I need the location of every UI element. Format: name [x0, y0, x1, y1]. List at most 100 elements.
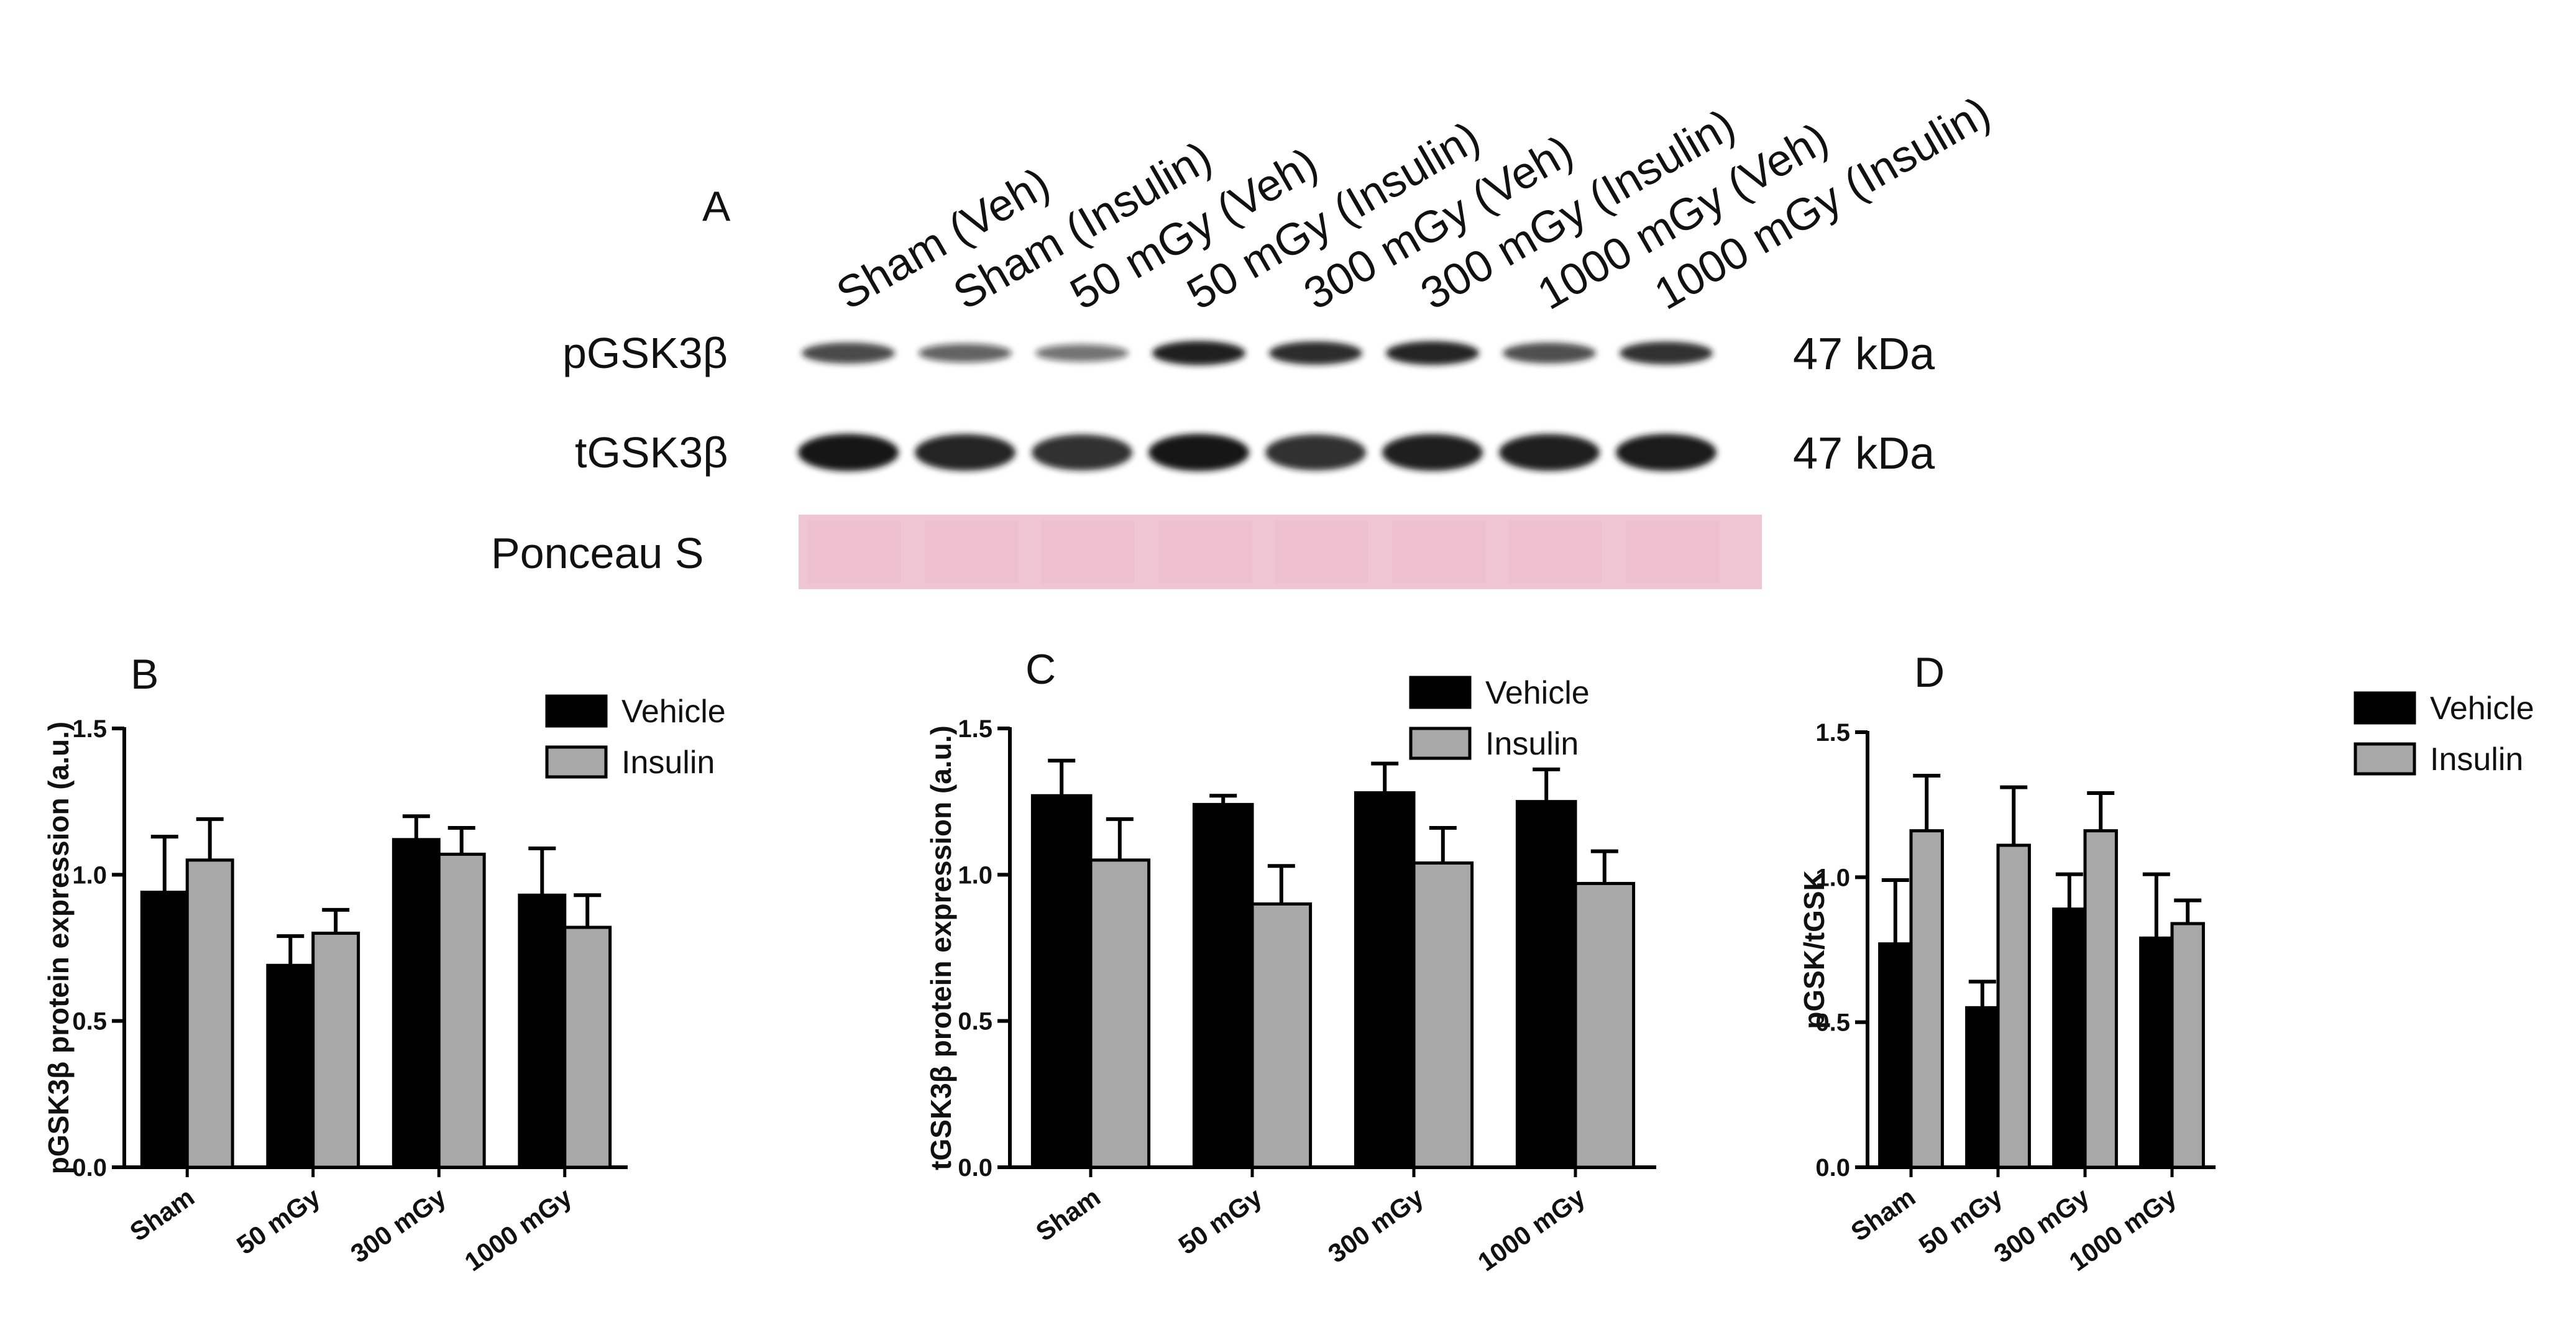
y-axis-title: tGSK3β protein expression (a.u.)	[925, 725, 957, 1170]
ponceau-lane-6	[1392, 521, 1485, 583]
x-tick-label-300-mgy: 300 mGy	[346, 1182, 452, 1269]
blot-rows: pGSK3β 47 kDa tGSK3β 47 kDa Ponceau S	[491, 329, 1935, 589]
y-tick-label: 1.0	[1815, 864, 1850, 891]
y-tick-label: 0.5	[72, 1008, 107, 1035]
ponceau-lane-1	[808, 521, 901, 583]
band-pgsk3-lane-5	[1269, 341, 1362, 365]
blot-row-label-tgsk3: tGSK3β	[575, 428, 728, 477]
x-tick-label-50-mgy: 50 mGy	[1173, 1182, 1268, 1260]
legend-label-insulin: Insulin	[621, 745, 715, 781]
legend: Vehicle Insulin	[2354, 691, 2534, 778]
band-pgsk3-lane-4	[1152, 341, 1245, 365]
band-tgsk3-lane-8	[1616, 434, 1717, 471]
ponceau-lane-4	[1158, 521, 1252, 583]
molecular-weight-label: 47 kDa	[1793, 329, 1935, 379]
legend-swatch-vehicle	[545, 694, 608, 728]
y-tick-label: 1.5	[958, 715, 992, 743]
bar-insulin-sham	[185, 858, 234, 1169]
legend: Vehicle Insulin	[1409, 675, 1590, 762]
x-tick-label-sham: Sham	[1846, 1182, 1921, 1247]
x-tick-label-1000-mgy: 1000 mGy	[459, 1182, 577, 1277]
western-blot-panel: A Sham (Veh)Sham (Insulin)50 mGy (Veh)50…	[491, 87, 1999, 589]
x-tick-label-sham: Sham	[1030, 1182, 1106, 1247]
band-tgsk3-lane-7	[1499, 434, 1600, 471]
panel-label-a: A	[702, 183, 731, 230]
bar-vehicle-1000-mgy	[518, 893, 567, 1169]
y-tick-label: 0.5	[958, 1008, 992, 1035]
bar-insulin-50-mgy	[311, 931, 360, 1169]
band-pgsk3-lane-8	[1620, 341, 1713, 365]
bar-insulin-1000-mgy	[2170, 922, 2205, 1169]
blot-row-label-ponceau-s: Ponceau S	[491, 529, 704, 577]
ponceau-membrane	[799, 515, 1762, 589]
bar-insulin-1000-mgy	[1574, 881, 1636, 1169]
bar-insulin-300-mgy	[2083, 829, 2118, 1169]
bar-insulin-300-mgy	[1412, 861, 1474, 1169]
band-tgsk3-lane-5	[1265, 434, 1366, 471]
y-tick-label: 1.0	[72, 861, 107, 889]
y-axis-title: pGSK/tGSK	[1798, 870, 1830, 1029]
lane-labels: Sham (Veh)Sham (Insulin)50 mGy (Veh)50 m…	[828, 87, 1999, 319]
band-pgsk3-lane-1	[802, 342, 895, 364]
bar-vehicle-300-mgy	[2052, 907, 2087, 1169]
bar-vehicle-50-mgy	[266, 963, 315, 1169]
band-tgsk3-lane-2	[915, 434, 1015, 471]
legend-swatch-vehicle	[1409, 676, 1472, 709]
ponceau-lane-5	[1275, 521, 1368, 583]
blot-bands-pgsk3	[802, 341, 1713, 365]
blot-row-label-pgsk3: pGSK3β	[562, 329, 728, 377]
legend-label-insulin: Insulin	[1485, 726, 1579, 762]
bar-vehicle-300-mgy	[392, 838, 441, 1169]
x-tick-label-sham: Sham	[124, 1182, 199, 1247]
ponceau-lane-8	[1626, 521, 1719, 583]
bar-insulin-50-mgy	[1250, 902, 1313, 1169]
y-axis-title: pGSK3β protein expression (a.u.)	[42, 722, 75, 1174]
band-tgsk3-lane-1	[798, 434, 899, 471]
band-pgsk3-lane-2	[919, 343, 1012, 363]
bar-vehicle-50-mgy	[1965, 1006, 2000, 1169]
bar-insulin-300-mgy	[437, 852, 486, 1169]
ponceau-lane-3	[1042, 521, 1135, 583]
legend-swatch-insulin	[545, 745, 608, 779]
x-tick-label-50-mgy: 50 mGy	[231, 1182, 326, 1260]
legend-swatch-insulin	[1409, 727, 1472, 760]
bar-insulin-sham	[1909, 829, 1944, 1169]
bar-vehicle-1000-mgy	[2139, 936, 2174, 1169]
y-tick-label: 0.0	[958, 1154, 992, 1182]
legend: Vehicle Insulin	[545, 694, 726, 781]
y-tick-label: 0.0	[1815, 1154, 1850, 1182]
ponceau-lane-2	[925, 521, 1018, 583]
bar-vehicle-300-mgy	[1354, 791, 1416, 1169]
panel-label-c: C	[1025, 646, 1056, 693]
bar-insulin-sham	[1089, 858, 1151, 1169]
bar-vehicle-sham	[1878, 942, 1913, 1169]
bar-vehicle-sham	[1030, 794, 1093, 1169]
legend-label-vehicle: Vehicle	[621, 694, 726, 730]
molecular-weight-label: 47 kDa	[1793, 429, 1935, 479]
band-tgsk3-lane-3	[1032, 434, 1132, 471]
legend-swatch-vehicle	[2354, 691, 2416, 725]
band-pgsk3-lane-3	[1035, 344, 1129, 362]
bar-vehicle-sham	[140, 891, 189, 1169]
legend-label-vehicle: Vehicle	[2430, 691, 2534, 727]
ponceau-lane-7	[1509, 521, 1602, 583]
blot-bands-tgsk3	[798, 434, 1717, 471]
x-tick-label-1000-mgy: 1000 mGy	[1472, 1182, 1590, 1277]
y-tick-label: 0.0	[72, 1154, 107, 1182]
legend-swatch-insulin	[2354, 742, 2416, 776]
bar-vehicle-50-mgy	[1192, 802, 1254, 1169]
x-tick-label-300-mgy: 300 mGy	[1322, 1182, 1429, 1269]
band-pgsk3-lane-7	[1503, 342, 1596, 364]
y-tick-label: 1.5	[72, 715, 107, 743]
legend-label-insulin: Insulin	[2430, 741, 2523, 778]
panel-label-b: B	[131, 651, 158, 698]
bar-insulin-1000-mgy	[563, 925, 612, 1169]
band-tgsk3-lane-4	[1148, 434, 1249, 471]
bar-insulin-50-mgy	[1996, 843, 2031, 1169]
legend-label-vehicle: Vehicle	[1485, 675, 1590, 711]
y-tick-label: 1.0	[958, 861, 992, 889]
